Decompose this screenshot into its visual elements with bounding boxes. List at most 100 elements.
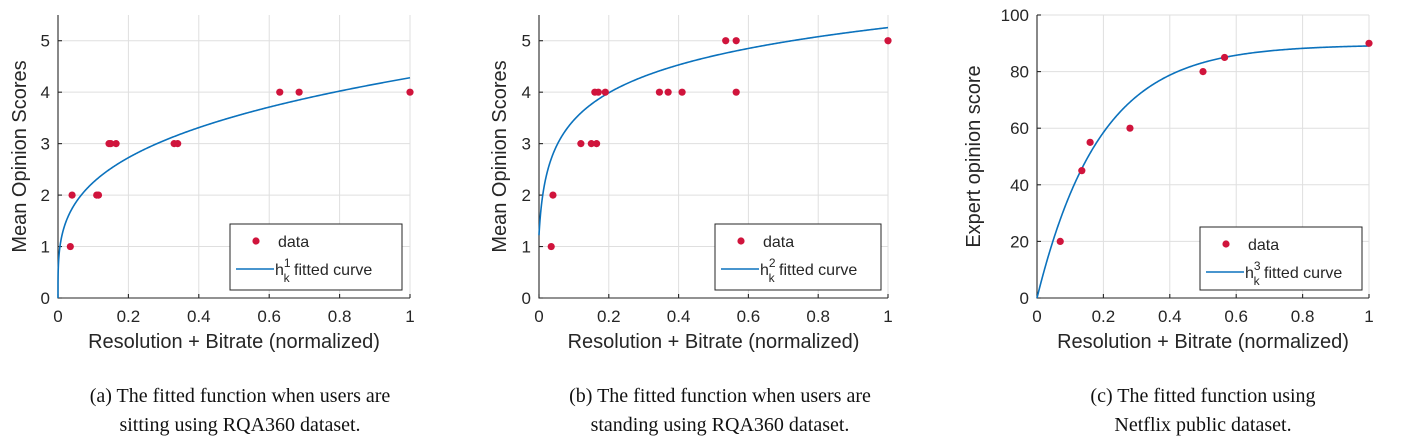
data-point xyxy=(295,88,303,96)
data-point xyxy=(174,140,182,148)
y-tick-label: 100 xyxy=(1001,6,1029,25)
data-point xyxy=(1365,39,1373,47)
data-point xyxy=(678,88,686,96)
data-point xyxy=(601,88,609,96)
y-tick-label: 0 xyxy=(1020,289,1029,308)
legend-curve-label: h2 k fitted curve xyxy=(760,256,857,285)
legend-curve-subscript: k xyxy=(284,271,291,285)
x-tick-label: 0.4 xyxy=(667,307,691,326)
panel-caption-line: sitting using RQA360 dataset. xyxy=(119,414,360,436)
x-tick-label: 0 xyxy=(534,307,543,326)
data-point xyxy=(664,88,672,96)
x-tick-label: 0.2 xyxy=(1092,307,1116,326)
legend-box xyxy=(1199,226,1363,291)
legend: data h3 k fitted curve xyxy=(1199,226,1363,291)
y-tick-label: 4 xyxy=(41,83,50,102)
y-tick-label: 60 xyxy=(1010,119,1029,138)
x-tick-label: 1 xyxy=(1364,307,1373,326)
legend-data-label: data xyxy=(1248,237,1279,254)
legend-curve-symbol: h xyxy=(760,262,769,279)
legend-curve-superscript: 2 xyxy=(769,256,776,270)
data-point xyxy=(594,88,602,96)
y-tick-label: 1 xyxy=(41,238,50,257)
data-point xyxy=(276,88,284,96)
legend-curve-label: h3 k fitted curve xyxy=(1245,259,1342,288)
panel-caption-line: (b) The fitted function when users are xyxy=(569,385,871,407)
y-axis-label: Mean Opinion Scores xyxy=(9,60,31,252)
y-tick-label: 20 xyxy=(1010,232,1029,251)
legend-curve-subscript: k xyxy=(769,271,776,285)
data-point xyxy=(547,242,555,251)
legend-curve-label: h1 k fitted curve xyxy=(275,256,372,285)
y-tick-label: 2 xyxy=(41,186,50,205)
fitted-curve-line xyxy=(57,76,411,299)
y-axis-label: Expert opinion score xyxy=(963,65,985,247)
legend-curve-subscript: k xyxy=(1254,274,1261,288)
legend-box xyxy=(714,223,882,291)
x-axis-label: Resolution + Bitrate (normalized) xyxy=(1057,331,1349,353)
data-point xyxy=(577,140,585,148)
x-tick-label: 0.8 xyxy=(328,307,352,326)
y-tick-label: 3 xyxy=(41,135,50,154)
data-point xyxy=(1086,138,1094,146)
data-point xyxy=(1220,53,1229,62)
chart-panel-a: 0 0.2 0.4 0.6 0.8 1 0 1 2 3 4 5 Resolution + Bitrate… xyxy=(9,15,415,436)
data-point xyxy=(1078,167,1086,175)
x-tick-label: 0.4 xyxy=(1158,307,1182,326)
data-point xyxy=(1126,124,1134,132)
y-tick-label: 0 xyxy=(522,289,531,308)
panel-caption-line: (c) The fitted function using xyxy=(1090,385,1315,407)
data-point xyxy=(732,37,740,45)
x-tick-label: 0.6 xyxy=(737,307,761,326)
fitted-curve-line xyxy=(1036,45,1370,299)
legend-curve-suffix: fitted curve xyxy=(775,262,858,279)
data-point xyxy=(655,88,664,96)
data-point xyxy=(68,191,76,199)
y-axis-label: Mean Opinion Scores xyxy=(489,60,511,252)
fitted-curve-line xyxy=(538,26,889,236)
legend-curve-symbol: h xyxy=(1245,265,1254,282)
data-point xyxy=(406,88,414,96)
legend-curve-superscript: 1 xyxy=(284,256,291,270)
legend-curve-suffix: fitted curve xyxy=(290,262,373,279)
legend: data h1 k fitted curve xyxy=(229,223,403,291)
x-tick-label: 1 xyxy=(405,307,414,326)
legend-curve-symbol: h xyxy=(275,262,284,279)
data-point xyxy=(722,37,730,45)
data-point xyxy=(549,191,557,199)
panel-caption-line: Netflix public dataset. xyxy=(1114,414,1291,436)
panel-caption-line: (a) The fitted function when users are xyxy=(90,385,391,407)
y-tick-label: 2 xyxy=(522,186,531,205)
x-tick-label: 0.4 xyxy=(187,307,211,326)
x-tick-label: 0.6 xyxy=(257,307,281,326)
legend: data h2 k fitted curve xyxy=(714,223,882,291)
y-tick-label: 5 xyxy=(522,32,531,51)
x-tick-label: 0.6 xyxy=(1224,307,1248,326)
x-tick-label: 1 xyxy=(883,307,892,326)
data-point xyxy=(1056,237,1064,245)
y-tick-label: 5 xyxy=(41,32,50,51)
x-tick-label: 0.2 xyxy=(117,307,141,326)
data-point xyxy=(884,37,892,45)
legend-box xyxy=(229,223,403,291)
data-point xyxy=(66,242,74,251)
data-point xyxy=(732,88,740,96)
legend-curve-suffix: fitted curve xyxy=(1260,265,1343,282)
x-axis-label: Resolution + Bitrate (normalized) xyxy=(88,331,380,353)
y-tick-label: 3 xyxy=(522,135,531,154)
legend-data-marker xyxy=(737,237,745,245)
legend-curve-superscript: 3 xyxy=(1254,259,1261,273)
x-tick-label: 0 xyxy=(53,307,62,326)
legend-data-label: data xyxy=(763,234,794,251)
legend-data-marker xyxy=(1222,240,1230,248)
legend-data-marker xyxy=(252,237,260,245)
panel-caption-line: standing using RQA360 dataset. xyxy=(591,414,850,436)
x-tick-label: 0.8 xyxy=(806,307,830,326)
y-tick-label: 0 xyxy=(41,289,50,308)
chart-panel-b: 0 0.2 0.4 0.6 0.8 1 0 1 2 3 4 5 Resolution + Bitrate… xyxy=(489,15,893,436)
data-point xyxy=(1199,68,1207,76)
data-point xyxy=(107,140,115,148)
data-point xyxy=(592,140,601,148)
x-tick-label: 0.8 xyxy=(1291,307,1315,326)
